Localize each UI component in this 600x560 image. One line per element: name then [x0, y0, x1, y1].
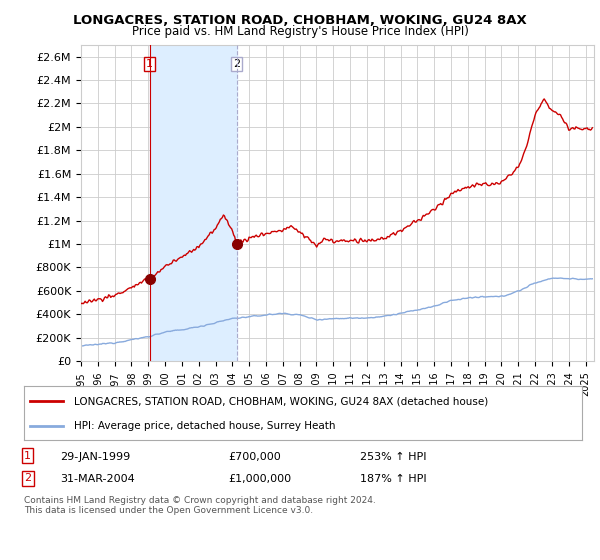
Text: £1,000,000: £1,000,000 — [228, 474, 291, 484]
Text: 1: 1 — [24, 451, 31, 461]
Text: 1: 1 — [146, 59, 153, 69]
Text: Price paid vs. HM Land Registry's House Price Index (HPI): Price paid vs. HM Land Registry's House … — [131, 25, 469, 38]
Text: 2: 2 — [24, 473, 31, 483]
Text: 31-MAR-2004: 31-MAR-2004 — [60, 474, 135, 484]
Text: Contains HM Land Registry data © Crown copyright and database right 2024.
This d: Contains HM Land Registry data © Crown c… — [24, 496, 376, 515]
Text: LONGACRES, STATION ROAD, CHOBHAM, WOKING, GU24 8AX (detached house): LONGACRES, STATION ROAD, CHOBHAM, WOKING… — [74, 396, 488, 407]
Text: 187% ↑ HPI: 187% ↑ HPI — [360, 474, 427, 484]
Text: £700,000: £700,000 — [228, 452, 281, 462]
Bar — [149, 45, 236, 361]
Text: HPI: Average price, detached house, Surrey Heath: HPI: Average price, detached house, Surr… — [74, 421, 336, 431]
Text: 29-JAN-1999: 29-JAN-1999 — [60, 452, 130, 462]
Text: 253% ↑ HPI: 253% ↑ HPI — [360, 452, 427, 462]
Text: LONGACRES, STATION ROAD, CHOBHAM, WOKING, GU24 8AX: LONGACRES, STATION ROAD, CHOBHAM, WOKING… — [73, 14, 527, 27]
Text: 2: 2 — [233, 59, 240, 69]
